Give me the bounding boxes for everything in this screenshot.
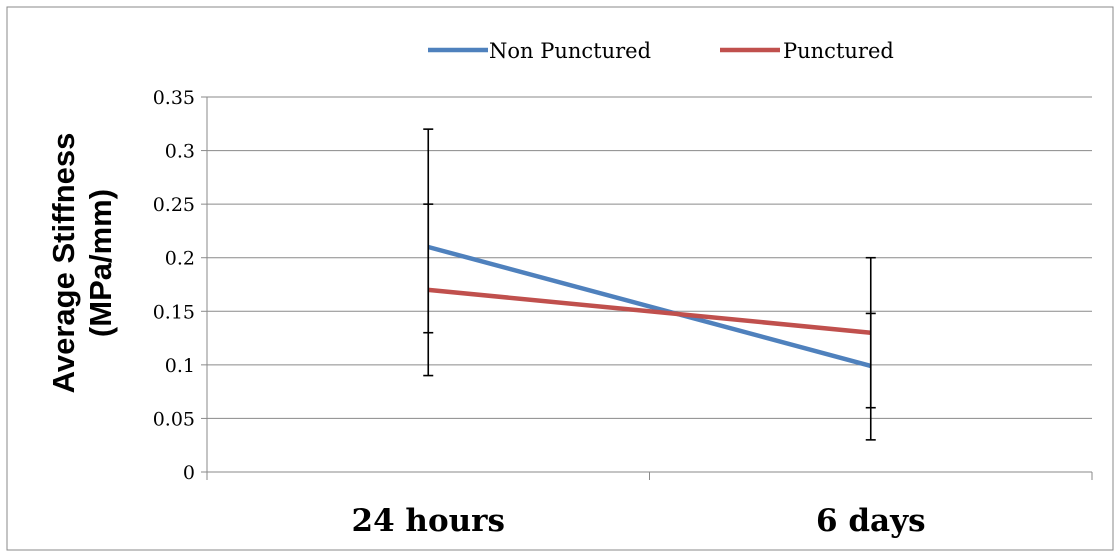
x-category-label: 24 hours bbox=[352, 503, 505, 539]
legend: Non Punctured Punctured bbox=[428, 39, 894, 63]
legend-label: Non Punctured bbox=[489, 39, 651, 63]
y-tick-label: 0.3 bbox=[165, 141, 195, 163]
x-category-label: 6 days bbox=[816, 503, 926, 539]
legend-item: Punctured bbox=[720, 39, 894, 63]
legend-item: Non Punctured bbox=[428, 39, 651, 63]
grid-lines bbox=[207, 96, 1092, 419]
y-axis-title-line1: Average Stiffness bbox=[46, 133, 81, 394]
axes bbox=[201, 96, 1093, 480]
y-tick-label: 0.25 bbox=[153, 194, 195, 216]
series-line bbox=[428, 287, 871, 335]
y-tick-label: 0.35 bbox=[153, 87, 195, 109]
y-tick-label: 0.2 bbox=[165, 248, 195, 270]
error-bar bbox=[865, 256, 876, 409]
series-line bbox=[427, 244, 872, 369]
y-tick-label: 0 bbox=[183, 462, 195, 484]
error-bars bbox=[423, 128, 876, 441]
y-tick-label: 0.05 bbox=[153, 408, 195, 430]
y-tick-label: 0.1 bbox=[165, 355, 195, 377]
legend-label: Punctured bbox=[783, 39, 894, 63]
error-bar bbox=[423, 203, 434, 377]
y-tick-label: 0.15 bbox=[153, 301, 195, 323]
series-lines bbox=[427, 244, 872, 369]
y-axis-title-line2: (MPa/mm) bbox=[83, 189, 118, 337]
y-tick-labels: 0 0.05 0.1 0.15 0.2 0.25 0.3 0.35 bbox=[153, 87, 195, 484]
x-category-labels: 24 hours 6 days bbox=[352, 503, 926, 539]
